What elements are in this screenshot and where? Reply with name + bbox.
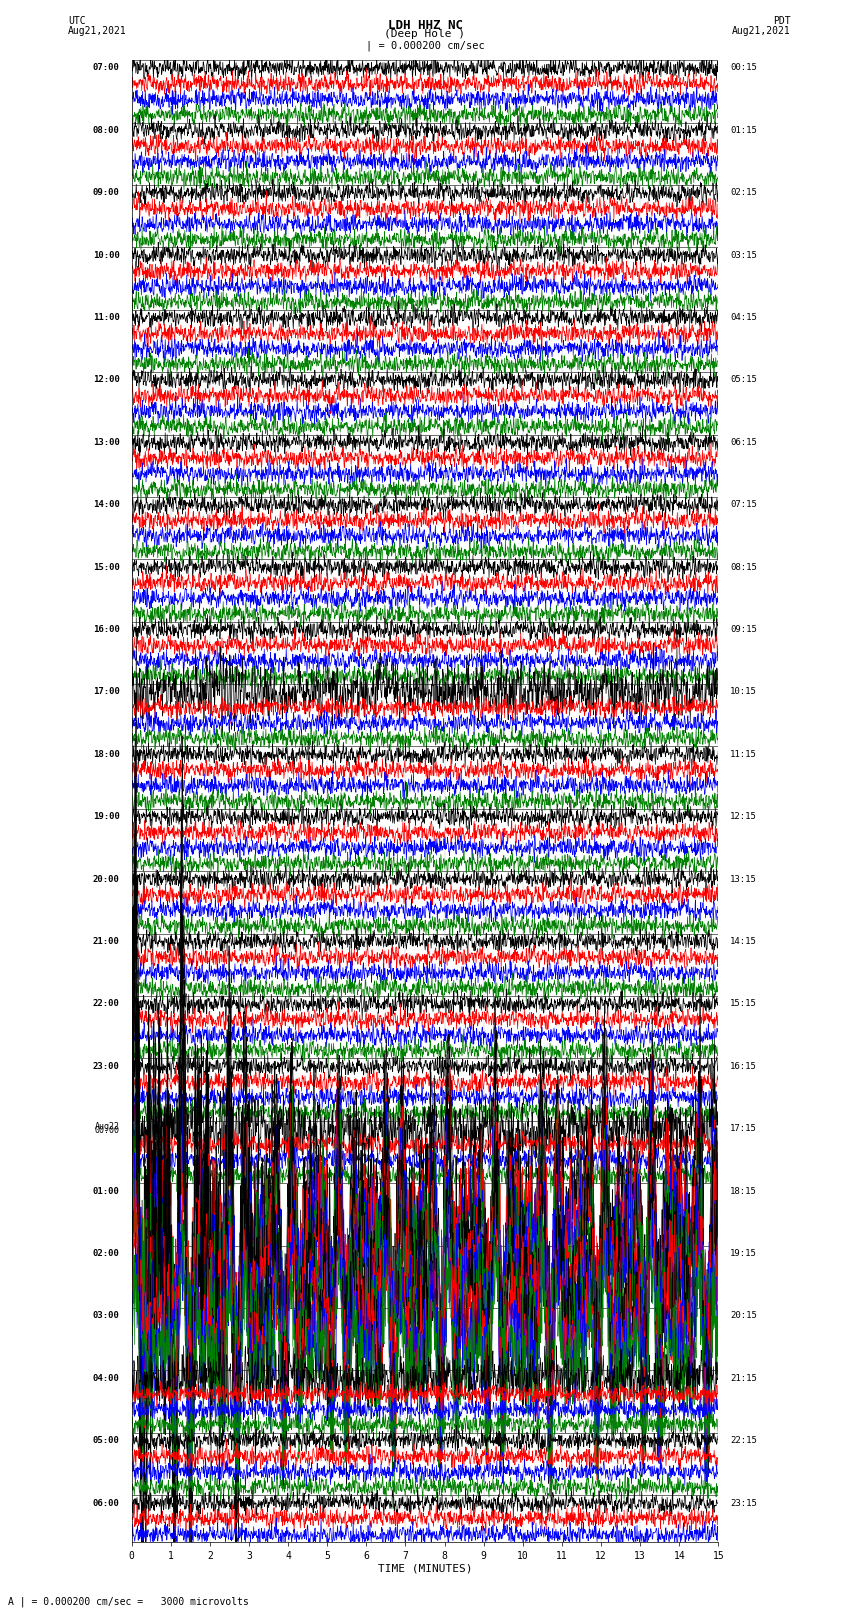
Text: 15:00: 15:00 bbox=[93, 563, 120, 571]
Text: 22:15: 22:15 bbox=[730, 1436, 757, 1445]
Text: 05:00: 05:00 bbox=[93, 1436, 120, 1445]
Text: LDH HHZ NC: LDH HHZ NC bbox=[388, 19, 462, 32]
Text: 17:15: 17:15 bbox=[730, 1124, 757, 1134]
Text: 03:00: 03:00 bbox=[93, 1311, 120, 1321]
Text: 00:00: 00:00 bbox=[95, 1126, 120, 1136]
Text: A | = 0.000200 cm/sec =   3000 microvolts: A | = 0.000200 cm/sec = 3000 microvolts bbox=[8, 1595, 249, 1607]
Text: 13:15: 13:15 bbox=[730, 874, 757, 884]
Text: Aug21,2021: Aug21,2021 bbox=[732, 26, 791, 35]
Text: 05:15: 05:15 bbox=[730, 376, 757, 384]
Text: 15:15: 15:15 bbox=[730, 1000, 757, 1008]
Text: 18:15: 18:15 bbox=[730, 1187, 757, 1195]
Text: Aug21,2021: Aug21,2021 bbox=[68, 26, 127, 35]
Text: 20:00: 20:00 bbox=[93, 874, 120, 884]
Text: 11:00: 11:00 bbox=[93, 313, 120, 323]
Text: 00:15: 00:15 bbox=[730, 63, 757, 73]
Text: 07:00: 07:00 bbox=[93, 63, 120, 73]
Text: 22:00: 22:00 bbox=[93, 1000, 120, 1008]
Text: 01:15: 01:15 bbox=[730, 126, 757, 135]
Text: 12:15: 12:15 bbox=[730, 813, 757, 821]
Text: 08:15: 08:15 bbox=[730, 563, 757, 571]
Text: 10:00: 10:00 bbox=[93, 250, 120, 260]
Text: 16:00: 16:00 bbox=[93, 624, 120, 634]
Text: 23:15: 23:15 bbox=[730, 1498, 757, 1508]
Text: 19:00: 19:00 bbox=[93, 813, 120, 821]
Text: 21:15: 21:15 bbox=[730, 1374, 757, 1382]
Text: 08:00: 08:00 bbox=[93, 126, 120, 135]
Text: 13:00: 13:00 bbox=[93, 437, 120, 447]
Text: 09:00: 09:00 bbox=[93, 189, 120, 197]
Text: 11:15: 11:15 bbox=[730, 750, 757, 758]
Text: UTC: UTC bbox=[68, 16, 86, 26]
Text: 19:15: 19:15 bbox=[730, 1248, 757, 1258]
Text: 04:00: 04:00 bbox=[93, 1374, 120, 1382]
Text: 09:15: 09:15 bbox=[730, 624, 757, 634]
Text: 06:00: 06:00 bbox=[93, 1498, 120, 1508]
Text: 01:00: 01:00 bbox=[93, 1187, 120, 1195]
Text: 03:15: 03:15 bbox=[730, 250, 757, 260]
Text: 12:00: 12:00 bbox=[93, 376, 120, 384]
Text: 14:15: 14:15 bbox=[730, 937, 757, 945]
Text: 10:15: 10:15 bbox=[730, 687, 757, 697]
Text: | = 0.000200 cm/sec: | = 0.000200 cm/sec bbox=[366, 40, 484, 52]
Text: 02:00: 02:00 bbox=[93, 1248, 120, 1258]
Text: PDT: PDT bbox=[773, 16, 790, 26]
Text: 18:00: 18:00 bbox=[93, 750, 120, 758]
Text: 21:00: 21:00 bbox=[93, 937, 120, 945]
Text: 23:00: 23:00 bbox=[93, 1061, 120, 1071]
Text: 16:15: 16:15 bbox=[730, 1061, 757, 1071]
Text: (Deep Hole ): (Deep Hole ) bbox=[384, 29, 466, 39]
Text: 04:15: 04:15 bbox=[730, 313, 757, 323]
Text: 02:15: 02:15 bbox=[730, 189, 757, 197]
Text: 14:00: 14:00 bbox=[93, 500, 120, 510]
Text: Aug22: Aug22 bbox=[95, 1121, 120, 1131]
Text: 07:15: 07:15 bbox=[730, 500, 757, 510]
Text: 17:00: 17:00 bbox=[93, 687, 120, 697]
Text: 20:15: 20:15 bbox=[730, 1311, 757, 1321]
X-axis label: TIME (MINUTES): TIME (MINUTES) bbox=[377, 1565, 473, 1574]
Text: 06:15: 06:15 bbox=[730, 437, 757, 447]
